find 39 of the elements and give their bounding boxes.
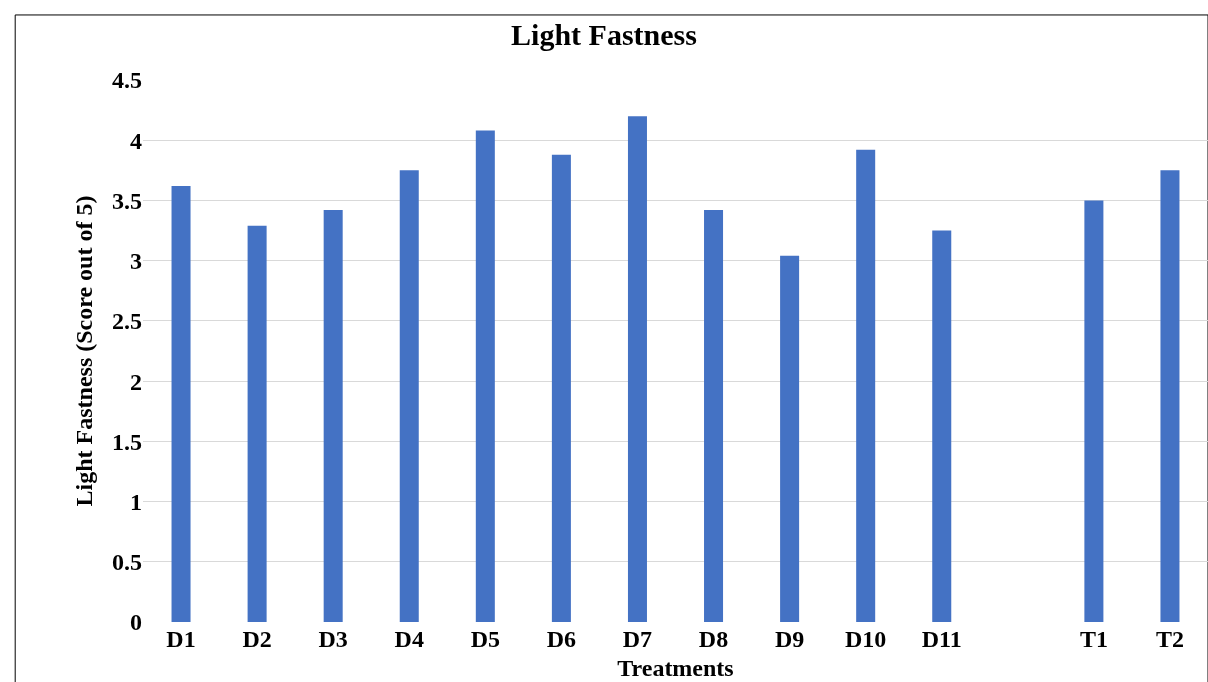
x-tick-label: D11 [921,626,962,652]
y-tick-label: 0 [130,609,142,636]
bar [780,255,800,622]
x-tick-label: D6 [546,626,577,652]
y-tick-label: 1.5 [112,428,142,455]
y-tick-label: 3 [130,248,142,275]
x-tick-label: D8 [698,626,729,652]
bar [323,210,343,622]
x-tick-label: D7 [622,626,653,652]
y-tick-label: 3.5 [112,187,142,214]
y-tick-label: 0.5 [112,549,142,576]
bar [932,230,952,622]
x-tick-label: D2 [242,626,272,652]
bar [247,225,267,622]
y-axis-title: Light Fastness (Score out of 5) [71,195,98,507]
bar [399,170,419,622]
bar [551,154,571,622]
x-tick-label: D10 [845,626,887,652]
x-tick-label: D3 [318,626,348,652]
bar [856,149,876,622]
x-tick-label: D9 [774,626,805,652]
bar [704,210,724,622]
bar [627,116,647,622]
y-tick-label: 4.5 [112,67,142,94]
y-tick-label: 4 [130,127,142,154]
x-tick-label: T2 [1155,626,1184,652]
bar [171,185,191,622]
x-tick-label: D1 [166,626,196,652]
chart-title: Light Fastness [511,17,697,51]
x-axis-title: Treatments [617,655,734,682]
x-tick-label: D4 [394,626,424,652]
bar [1084,200,1104,622]
bar [1160,170,1180,622]
y-tick-label: 1 [130,488,142,515]
x-tick-label: D5 [470,626,500,652]
y-tick-label: 2 [130,368,142,395]
x-tick-label: T1 [1079,626,1108,652]
y-tick-label: 2.5 [112,308,142,335]
bar [475,130,495,622]
